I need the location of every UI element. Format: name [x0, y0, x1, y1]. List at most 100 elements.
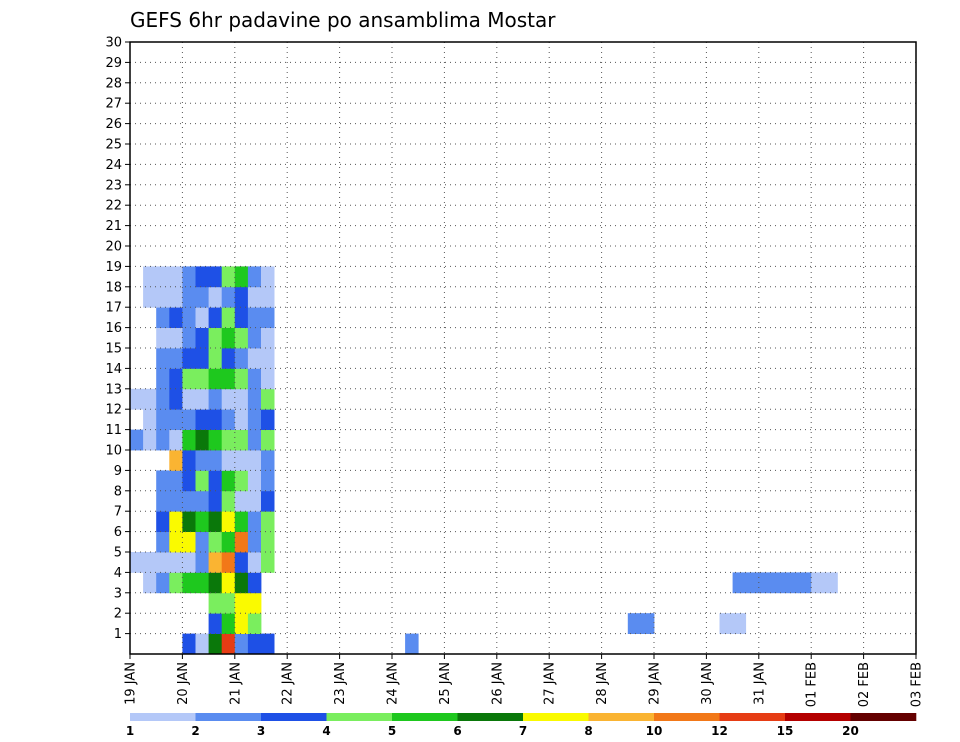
y-tick-label: 4 [114, 566, 122, 581]
heatmap-cell [771, 572, 786, 594]
heatmap-cell [195, 286, 209, 308]
legend-swatch [719, 713, 786, 721]
heatmap-cell [627, 613, 642, 634]
legend-swatch [392, 713, 458, 721]
heatmap-cell [182, 450, 196, 471]
heatmap-cell [208, 552, 223, 573]
y-tick-label: 26 [105, 117, 122, 132]
y-tick-label: 11 [105, 423, 122, 438]
heatmap-cell [234, 409, 249, 430]
heatmap-cell [247, 409, 262, 430]
heatmap-cell [143, 572, 157, 594]
heatmap-cell [247, 511, 262, 532]
legend-label: 3 [257, 724, 265, 738]
heatmap-cell [195, 307, 209, 328]
y-tick-label: 20 [105, 240, 122, 255]
heatmap-cell [234, 286, 249, 308]
heatmap-cell [208, 633, 223, 655]
heatmap-cell [169, 388, 183, 410]
heatmap-cell [221, 409, 236, 430]
x-axis: 19 JAN 20 JAN 21 JAN 22 JAN 23 JAN 24 JAN 25 J… [124, 654, 925, 707]
heatmap-cell [234, 450, 249, 471]
heatmap-cell [261, 552, 275, 573]
heatmap-cell [208, 490, 223, 512]
heatmap-cell [195, 450, 209, 471]
heatmap-cell [261, 450, 275, 471]
heatmap-cell [195, 633, 209, 655]
heatmap-cell [208, 388, 223, 410]
legend-swatch [785, 713, 851, 721]
heatmap-cell [234, 470, 249, 492]
heatmap-cell [221, 572, 236, 594]
heatmap-cell [169, 572, 183, 594]
heatmap-cell [221, 592, 236, 614]
heatmap-cell [234, 348, 249, 369]
heatmap-cell [221, 552, 236, 573]
color-legend: 1 2 3 4 5 6 7 8 10 12 15 20 [126, 713, 917, 738]
heatmap-cell [732, 613, 747, 634]
heatmap-cell [182, 511, 196, 532]
heatmap-cell [195, 348, 209, 369]
heatmap-cell [169, 286, 183, 308]
y-tick-label: 25 [105, 138, 122, 153]
heatmap-cell [798, 572, 812, 594]
x-tick-label: 19 JAN [124, 662, 139, 705]
heatmap-cell [169, 470, 183, 492]
heatmap-cell [169, 327, 183, 349]
heatmap-cell [195, 327, 209, 349]
x-tick-label: 28 JAN [595, 662, 610, 705]
legend-label: 7 [519, 724, 527, 738]
y-axis: 1234567891011121314151617181920212223242… [105, 36, 130, 642]
x-tick-label: 01 FEB [805, 662, 820, 707]
heatmap-cell [156, 490, 170, 512]
heatmap-cell [824, 572, 838, 594]
heatmap-cell [732, 572, 747, 594]
chart-title: GEFS 6hr padavine po ansamblima Mostar [130, 8, 556, 32]
heatmap-cell [208, 470, 223, 492]
heatmap-cell [811, 572, 825, 594]
heatmap-cell [195, 388, 209, 410]
x-tick-label: 02 FEB [857, 662, 872, 707]
x-tick-label: 23 JAN [333, 662, 348, 705]
y-tick-label: 8 [114, 484, 122, 499]
y-tick-label: 15 [105, 342, 122, 357]
heatmap-cell [156, 531, 170, 553]
heatmap-cell [208, 613, 223, 634]
heatmap-cell [234, 368, 249, 390]
heatmap-cell [221, 450, 236, 471]
heatmap-cell [221, 613, 236, 634]
heatmap-cell [247, 388, 262, 410]
heatmap-cell [221, 388, 236, 410]
y-tick-label: 29 [105, 56, 122, 71]
heatmap-cell [182, 490, 196, 512]
y-tick-label: 9 [114, 464, 122, 479]
legend-label: 5 [388, 724, 396, 738]
legend-label: 6 [453, 724, 461, 738]
heatmap-cell [221, 286, 236, 308]
heatmap-cell [247, 368, 262, 390]
legend-label: 15 [777, 724, 794, 738]
heatmap-cell [208, 368, 223, 390]
heatmap-cell [182, 286, 196, 308]
heatmap-cell [247, 286, 262, 308]
heatmap-cell [156, 552, 170, 573]
heatmap-cell [234, 572, 249, 594]
heatmap-cell [261, 348, 275, 369]
heatmap-cell [785, 572, 799, 594]
legend-label: 10 [646, 724, 663, 738]
heatmap-cell [261, 531, 275, 553]
legend-label: 20 [842, 724, 859, 738]
heatmap-cell [208, 572, 223, 594]
heatmap-cell [169, 409, 183, 430]
y-tick-label: 12 [105, 403, 122, 418]
y-tick-label: 21 [105, 219, 122, 234]
heatmap-cell [247, 531, 262, 553]
legend-label: 4 [322, 724, 330, 738]
y-tick-label: 28 [105, 76, 122, 91]
heatmap-cell [261, 490, 275, 512]
heatmap-cell [182, 307, 196, 328]
heatmap-cell [405, 633, 419, 655]
heatmap-cell [156, 327, 170, 349]
heatmap-cell [261, 286, 275, 308]
x-tick-label: 24 JAN [386, 662, 401, 705]
